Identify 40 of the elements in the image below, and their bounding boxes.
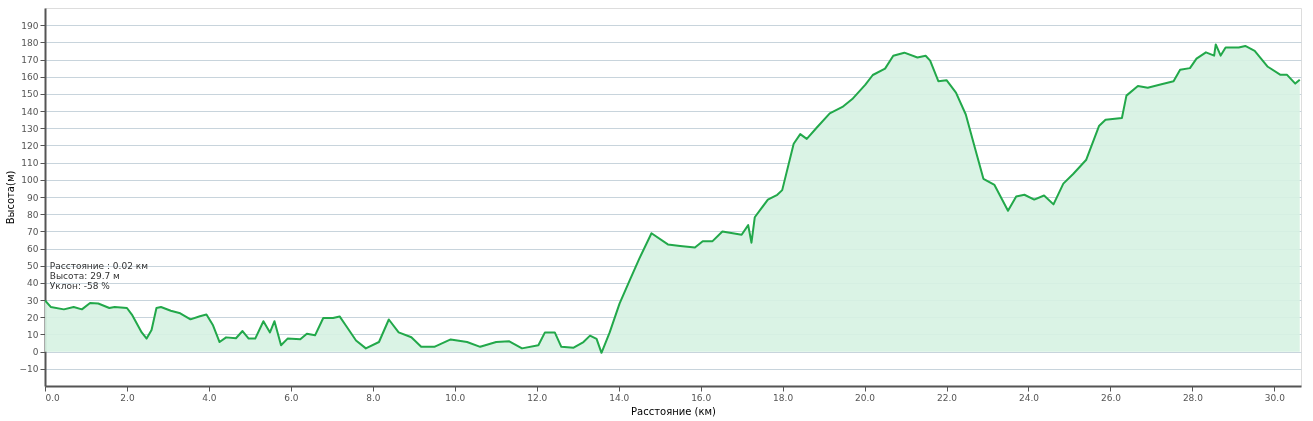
x-axis-title: Расстояние (км): [631, 405, 717, 417]
y-tick-label: 70: [27, 226, 39, 237]
y-tick-label: 20: [27, 312, 39, 323]
y-tick-label: 150: [21, 89, 39, 100]
annotation: Расстояние : 0.02 км Высота: 29.7 м Уклон: -58 %: [49, 260, 148, 291]
y-tick-label: 100: [21, 175, 39, 186]
y-tick-label: 50: [27, 261, 39, 272]
y-tick-label: 60: [27, 244, 39, 255]
x-tick-label: 6.0: [284, 392, 299, 403]
x-tick-label: 28.0: [1182, 392, 1204, 403]
x-tick-label: 24.0: [1018, 392, 1040, 403]
x-tick-label: 26.0: [1100, 392, 1122, 403]
y-tick-label: 80: [27, 209, 39, 220]
y-tick-label: 30: [27, 295, 39, 306]
y-tick-label: 190: [21, 20, 39, 31]
x-tick-label: 8.0: [366, 392, 381, 403]
y-tick-label: 180: [21, 37, 39, 48]
y-tick-label: 120: [21, 140, 39, 151]
x-tick-label: 2.0: [120, 392, 135, 403]
y-tick-label: 140: [21, 106, 39, 117]
y-tick-label: 130: [21, 123, 39, 134]
y-tick-label: 110: [21, 158, 39, 169]
y-tick-label: 10: [27, 329, 39, 340]
x-tick-label: 14.0: [609, 392, 630, 403]
y-tick-label: 90: [27, 192, 39, 203]
y-tick-label: 160: [21, 72, 39, 83]
x-tick-label: 12.0: [527, 392, 548, 403]
y-tick-label: 0: [32, 347, 39, 358]
x-tick-label: 18.0: [773, 392, 794, 403]
x-tick-label: 22.0: [937, 392, 958, 403]
y-axis-title: Высота(м): [4, 170, 16, 225]
x-tick-label: 10.0: [445, 392, 466, 403]
x-tick-label: 30.0: [1264, 392, 1286, 403]
y-tick-label: 40: [27, 278, 39, 289]
x-tick-label: 20.0: [855, 392, 876, 403]
y-tick-label: −10: [19, 364, 39, 375]
x-tick-label: 16.0: [691, 392, 712, 403]
x-tick-label: 0.0: [45, 392, 61, 403]
x-tick-label: 4.0: [202, 392, 217, 403]
y-tick-label: 170: [21, 55, 39, 66]
